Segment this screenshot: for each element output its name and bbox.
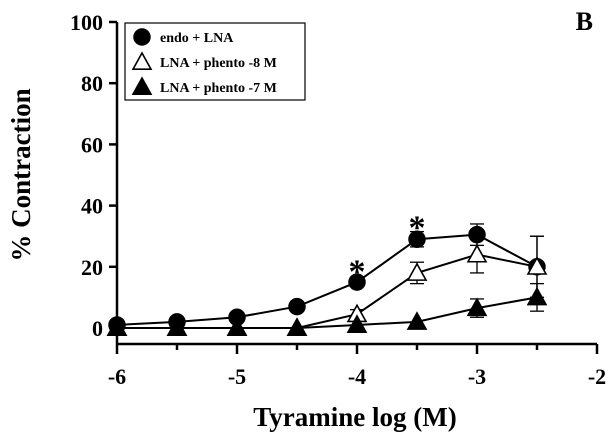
data-point <box>286 317 308 337</box>
x-axis-title: Tyramine log (M) <box>253 402 456 432</box>
data-point <box>226 317 248 337</box>
annotations: ** <box>349 209 426 290</box>
data-point <box>466 297 488 317</box>
data-point <box>466 243 488 263</box>
significance-asterisk: * <box>349 254 366 291</box>
x-tick-label: -3 <box>468 364 486 389</box>
y-tick-label: 60 <box>81 132 103 157</box>
legend-label: LNA + phento -8 M <box>160 56 277 71</box>
y-tick-label: 40 <box>81 194 103 219</box>
x-tick-label: -4 <box>348 364 366 389</box>
data-point <box>346 314 368 333</box>
legend: endo + LNA LNA + phento -8 M LNA + phento … <box>124 22 306 101</box>
legend-label: LNA + phento -7 M <box>160 81 277 96</box>
panel-label: B <box>576 7 593 36</box>
x-tick-label: -2 <box>588 364 606 389</box>
legend-marker <box>131 51 153 70</box>
y-ticks: 0 20 40 60 80 100 <box>70 10 117 341</box>
y-tick-label: 20 <box>81 255 103 280</box>
series-line <box>116 233 538 326</box>
legend-marker <box>133 28 151 46</box>
data-point <box>348 273 366 291</box>
legend-box <box>124 22 306 101</box>
x-tick-label: -6 <box>108 364 126 389</box>
data-point <box>526 256 548 275</box>
data-point <box>288 297 306 316</box>
y-tick-label: 0 <box>92 316 103 341</box>
y-axis-title: % Contraction <box>6 88 36 261</box>
x-ticks: -6 -5 -4 -3 -2 <box>108 344 606 389</box>
series-3 <box>106 282 548 337</box>
series-layer <box>106 223 548 337</box>
series-1 <box>108 223 546 334</box>
data-point <box>166 317 188 337</box>
data-point <box>406 311 428 330</box>
data-point <box>526 286 548 306</box>
legend-label: endo + LNA <box>160 31 234 46</box>
x-tick-label: -5 <box>228 364 246 389</box>
significance-asterisk: * <box>409 209 426 246</box>
legend-marker <box>131 76 153 95</box>
data-point <box>106 317 128 337</box>
y-tick-label: 100 <box>70 10 103 35</box>
y-tick-label: 80 <box>81 71 103 96</box>
data-point <box>408 230 426 249</box>
series-line <box>117 296 538 329</box>
data-point <box>406 262 428 281</box>
legend-items: endo + LNA LNA + phento -8 M LNA + phento … <box>131 28 277 96</box>
